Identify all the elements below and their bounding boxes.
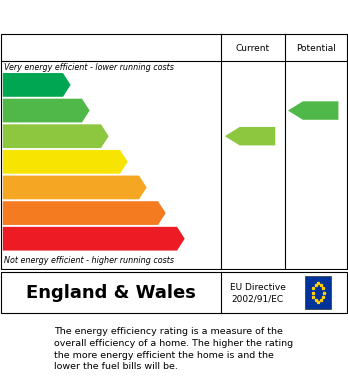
Text: B: B — [85, 104, 94, 117]
Text: The energy efficiency rating is a measure of the
overall efficiency of a home. T: The energy efficiency rating is a measur… — [54, 327, 294, 371]
Bar — [306, 276, 331, 309]
Polygon shape — [3, 124, 109, 148]
Text: England & Wales: England & Wales — [25, 283, 196, 301]
Text: Very energy efficient - lower running costs: Very energy efficient - lower running co… — [4, 63, 174, 72]
Text: F: F — [161, 206, 169, 220]
Text: C: C — [104, 130, 113, 143]
Text: (92-100): (92-100) — [7, 81, 40, 90]
Polygon shape — [3, 227, 185, 251]
Text: 80: 80 — [249, 130, 266, 143]
Text: (1-20): (1-20) — [7, 234, 30, 243]
Text: EU Directive: EU Directive — [230, 283, 285, 292]
Text: 83: 83 — [312, 104, 329, 117]
Polygon shape — [3, 73, 71, 97]
Text: (21-38): (21-38) — [7, 208, 35, 217]
Polygon shape — [288, 101, 338, 120]
Polygon shape — [3, 99, 90, 122]
Text: 2002/91/EC: 2002/91/EC — [231, 294, 284, 303]
Text: G: G — [180, 232, 190, 245]
Text: Current: Current — [236, 44, 270, 53]
Text: A: A — [66, 79, 76, 91]
Text: Not energy efficient - higher running costs: Not energy efficient - higher running co… — [4, 256, 174, 265]
Polygon shape — [225, 127, 275, 145]
Text: (81-91): (81-91) — [7, 106, 35, 115]
Polygon shape — [3, 150, 128, 174]
Polygon shape — [3, 201, 166, 225]
Text: (39-54): (39-54) — [7, 183, 35, 192]
Text: E: E — [142, 181, 150, 194]
Text: (55-68): (55-68) — [7, 157, 35, 166]
Polygon shape — [3, 176, 147, 199]
Text: Potential: Potential — [296, 44, 336, 53]
Text: Energy Efficiency Rating: Energy Efficiency Rating — [69, 9, 279, 24]
Text: D: D — [123, 155, 133, 168]
Text: (69-80): (69-80) — [7, 132, 35, 141]
